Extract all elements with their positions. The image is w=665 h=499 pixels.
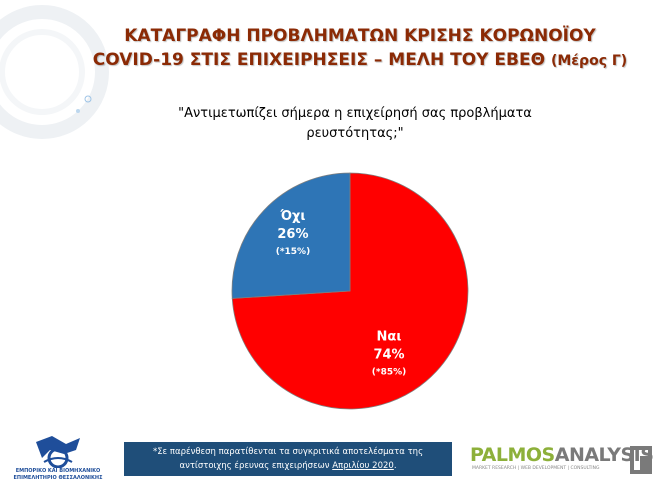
palmos-square-icon	[630, 446, 652, 474]
ebeth-caption: ΕΜΠΟΡΙΚΟ ΚΑΙ ΒΙΟΜΗΧΑΝΙΚΟ ΕΠΙΜΕΛΗΤΗΡΙΟ ΘΕ…	[13, 468, 103, 481]
footnote-text: *Σε παρένθεση παρατίθενται τα συγκριτικά…	[152, 447, 424, 471]
title-line-2: COVID-19 ΣΤΙΣ ΕΠΙΧΕΙΡΗΣΕΙΣ – ΜΕΛΗ ΤΟΥ ΕΒ…	[60, 48, 660, 73]
slide-title: ΚΑΤΑΓΡΑΦΗ ΠΡΟΒΛΗΜΑΤΩΝ ΚΡΙΣΗΣ ΚΟΡΩΝΟΪΟΥ C…	[60, 24, 660, 73]
slice-value-no: 26%	[277, 227, 308, 242]
footnote-link[interactable]: Απριλίου 2020	[332, 461, 394, 471]
slice-label-no: Όχι	[279, 209, 305, 224]
title-line-1: ΚΑΤΑΓΡΑΦΗ ΠΡΟΒΛΗΜΑΤΩΝ ΚΡΙΣΗΣ ΚΟΡΩΝΟΪΟΥ	[124, 26, 596, 46]
palmos-tagline: MARKET RESEARCH | WEB DEVELOPMENT | CONS…	[472, 466, 600, 471]
ebeth-emblem-icon	[36, 436, 80, 469]
palmos-analysis-logo: PALMOSANALYSIS MARKET RESEARCH | WEB DEV…	[470, 444, 658, 484]
ebeth-logo: ΕΜΠΟΡΙΚΟ ΚΑΙ ΒΙΟΜΗΧΑΝΙΚΟ ΕΠΙΜΕΛΗΤΗΡΙΟ ΘΕ…	[6, 432, 110, 488]
slice-label-yes: Ναι	[377, 330, 402, 345]
slice-value-yes: 74%	[373, 348, 404, 363]
pie-slice-no	[231, 172, 351, 299]
palmos-name: PALMOSANALYSIS	[470, 444, 654, 466]
palmos-name-b: ANALYSIS	[554, 444, 654, 466]
decorative-rings	[0, 5, 109, 139]
survey-question: "Αντιμετωπίζει σήμερα η επιχείρησή σας π…	[178, 106, 532, 141]
footnote-end: .	[393, 461, 397, 471]
slice-previous-yes: (*85%)	[372, 368, 406, 378]
palmos-name-a: PALMOS	[470, 444, 555, 466]
title-part: (Μέρος Γ)	[550, 53, 628, 69]
slice-previous-no: (*15%)	[276, 247, 310, 257]
footnote-box: *Σε παρένθεση παρατίθενται τα συγκριτικά…	[124, 442, 452, 476]
title-line-2-text: COVID-19 ΣΤΙΣ ΕΠΙΧΕΙΡΗΣΕΙΣ – ΜΕΛΗ ΤΟΥ ΕΒ…	[92, 50, 546, 70]
